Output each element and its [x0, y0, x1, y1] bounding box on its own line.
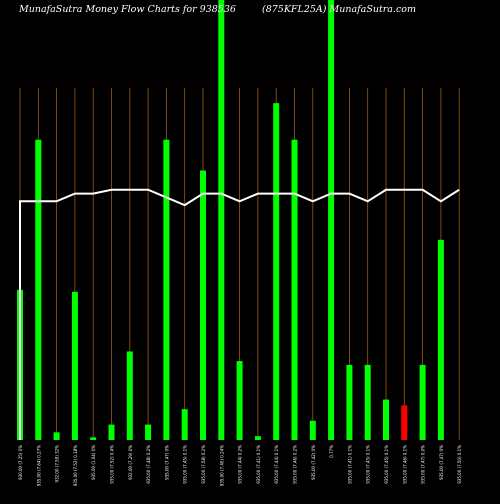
x-tick-label: 935.00 (7.52) 0.4%	[110, 445, 115, 484]
x-tick-label: 935.00 (7.53) 0.18%	[73, 445, 78, 486]
bar	[90, 437, 97, 440]
chart-site-label: (875KFL25A) MunafaSutra.com	[262, 4, 417, 15]
x-tick-label: 930.00 (7.25) 0%	[18, 445, 23, 480]
bar	[200, 170, 206, 440]
bar	[291, 139, 298, 440]
x-tick-label: 935.00 (7.40) 0.24%	[219, 445, 224, 486]
x-tick-label: 935.00 (7.46) 0.2%	[293, 445, 298, 484]
bar	[401, 405, 408, 440]
x-tick-label: 935.00 (7.42) 0%	[311, 445, 316, 480]
bar	[419, 364, 426, 440]
x-tick-label: 935.00 (7.64) 0.27%	[36, 445, 41, 486]
bar	[108, 424, 115, 440]
x-tick-label: 935.00 (7.45) 0.1%	[183, 445, 188, 484]
x-tick-label: 935.00 (7.50) 0.1%	[457, 445, 462, 484]
bar	[236, 361, 243, 440]
bar-series	[17, 0, 444, 440]
bar	[328, 0, 335, 440]
bar	[254, 436, 261, 440]
x-tick-label: 932.00 (7.59) 32%	[55, 445, 60, 483]
bar	[218, 0, 225, 440]
x-tick-label: 935.00 (7.41) 0.1%	[347, 445, 352, 484]
bar	[163, 139, 170, 440]
bar	[35, 139, 42, 440]
x-tick-label: 935.00 (1.04) 0%	[91, 445, 96, 480]
x-tick-label: 935.00 (7.47) 0%	[164, 445, 169, 480]
bar	[145, 424, 152, 440]
bar	[437, 239, 444, 440]
x-tick-label: 935.00 (7.45) 0.1%	[384, 445, 389, 484]
x-tick-label: 935.00 (7.46) 0.1%	[402, 445, 407, 484]
x-tick-label: 932.00 (7.29) 0%	[128, 445, 133, 480]
x-tick-label: 935.00 (7.41) 0.1%	[256, 445, 261, 484]
bar	[383, 399, 389, 440]
bar	[126, 351, 133, 440]
x-axis-labels: 930.00 (7.25) 0% 935.00 (7.64) 0.27% 932.0…	[18, 445, 462, 486]
bar	[273, 103, 280, 440]
x-tick-label: 935.00 (7.47) 0.0%	[421, 445, 426, 484]
bar	[309, 420, 316, 440]
x-tick-label: 935.00 (7.44) 0.1%	[274, 445, 279, 484]
x-tick-label: 935.00 (7.58) 0.2%	[201, 445, 206, 484]
bar	[71, 291, 78, 440]
x-tick-label: 0.77%	[329, 445, 334, 458]
money-flow-line	[19, 188, 460, 440]
money-flow-line-path	[19, 188, 460, 440]
x-tick-label: 935.00 (7.43) 0.1%	[366, 445, 371, 484]
bar	[364, 364, 371, 440]
x-tick-label: 935.00 (7.44) 0.2%	[238, 445, 243, 484]
x-tick-label: 935.00 (7.48) 0.2%	[146, 445, 151, 484]
x-tick-label: 935.00 (7.47) 0%	[439, 445, 444, 480]
bar	[181, 409, 188, 440]
bar	[53, 432, 60, 440]
chart-title: MunafaSutra Money Flow Charts for 938536	[19, 4, 236, 15]
bar	[346, 364, 353, 440]
